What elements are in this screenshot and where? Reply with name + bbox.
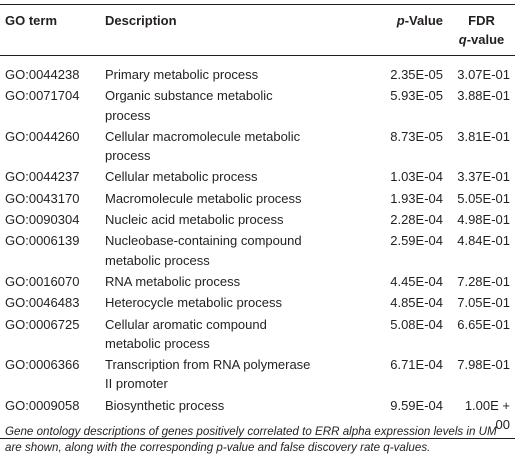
p-value-cell: 2.35E-05 — [390, 67, 443, 82]
go-term-cell: GO:0009058 — [5, 397, 80, 413]
p-value-cell: 8.73E-05 — [390, 128, 443, 144]
table-row: GO:0006725 Cellular aromatic compound meta… — [0, 314, 515, 355]
fdr-cell: 3.37E-01 — [457, 169, 510, 185]
description-cell: Heterocycle metabolic process — [101, 292, 359, 313]
table-row: GO:0071704 Organic substance metabolic pro… — [0, 85, 515, 126]
go-term-cell: GO:0090304 — [5, 212, 80, 228]
p-value-cell: 5.93E-05 — [390, 88, 443, 104]
header-italic: p — [396, 13, 405, 28]
description-line: Cellular aromatic compound — [105, 316, 267, 332]
description-cell: Cellular metabolic process — [101, 166, 359, 187]
header-text: -value — [466, 32, 505, 47]
description-line: Cellular macromolecule metabolic — [105, 128, 301, 144]
table-row: GO:0009058 Biosynthetic process 9.59E-04 1.… — [0, 395, 515, 439]
header-cell: FDR q-value — [449, 5, 515, 56]
description-cell: RNA metabolic process — [101, 271, 359, 292]
p-value-cell: 5.08E-04 — [390, 316, 443, 332]
description-cell: Primary metabolic process — [101, 56, 359, 86]
description-line: RNA metabolic process — [105, 273, 241, 289]
table-row: GO:0046483 Heterocycle metabolic process 4… — [0, 292, 515, 313]
description-line: Biosynthetic process — [105, 397, 225, 413]
table-body: GO:0044238 Primary metabolic process 2.35E… — [0, 56, 515, 439]
p-value-cell: 4.45E-04 — [390, 273, 443, 289]
table-row: GO:0044260 Cellular macromolecule metabol… — [0, 126, 515, 167]
fdr-cell: 3.81E-01 — [457, 128, 510, 144]
table-row: GO:0090304 Nucleic acid metabolic process… — [0, 209, 515, 230]
description-cell: Cellular aromatic compound metabolic proc… — [101, 314, 359, 355]
header-cell: GO term — [5, 13, 58, 28]
description-line: metabolic process — [105, 335, 210, 351]
go-term-cell: GO:0044237 — [5, 169, 80, 185]
go-term-cell: GO:0071704 — [5, 88, 80, 104]
go-term-cell: GO:0044260 — [5, 128, 80, 144]
table-row: GO:0044238 Primary metabolic process 2.35E… — [0, 56, 515, 86]
description-line: metabolic process — [105, 252, 210, 268]
table-row: GO:0044237 Cellular metabolic process 1.03… — [0, 166, 515, 187]
description-cell: Macromolecule metabolic process — [101, 188, 359, 209]
description-cell: Nucleobase-containing compound metabolic … — [101, 230, 359, 271]
go-term-cell: GO:0006366 — [5, 357, 80, 373]
p-value-cell: 9.59E-04 — [390, 397, 443, 413]
header-cell: Description — [105, 13, 177, 28]
fdr-cell: 4.84E-01 — [457, 233, 510, 249]
p-value-cell: 4.85E-04 — [390, 295, 443, 311]
fdr-cell: 5.05E-01 — [457, 190, 510, 206]
table-row: GO:0016070 RNA metabolic process 4.45E-04 7… — [0, 271, 515, 292]
header-text: -Value — [404, 13, 443, 28]
description-cell: Transcription from RNA polymerase II prom… — [101, 354, 359, 395]
description-cell: Organic substance metabolic process — [101, 85, 359, 126]
fdr-cell: 3.07E-01 — [457, 67, 510, 82]
description-line: Heterocycle metabolic process — [105, 295, 283, 311]
fdr-cell: 4.98E-01 — [457, 212, 510, 228]
p-value-cell: 6.71E-04 — [390, 357, 443, 373]
table-row: GO:0006139 Nucleobase-containing compound… — [0, 230, 515, 271]
fdr-cell: 7.28E-01 — [457, 273, 510, 289]
go-table: GO term Description p-Value FDR q-value G… — [0, 4, 515, 439]
header-italic: q — [458, 32, 467, 47]
fdr-cell: 3.88E-01 — [457, 88, 510, 104]
go-term-cell: GO:0043170 — [5, 190, 80, 206]
header-row: GO term Description p-Value FDR q-value — [0, 4, 515, 56]
description-line: process — [105, 148, 151, 164]
description-line: Transcription from RNA polymerase — [105, 357, 311, 373]
fdr-cell: 7.05E-01 — [457, 295, 510, 311]
description-line: process — [105, 107, 151, 123]
description-line: II promoter — [105, 376, 168, 392]
p-value-cell: 1.93E-04 — [390, 190, 443, 206]
table-row: GO:0006366 Transcription from RNA polymer… — [0, 354, 515, 395]
description-cell: Nucleic acid metabolic process — [101, 209, 359, 230]
go-term-cell: GO:0006139 — [5, 233, 80, 249]
description-cell: Biosynthetic process — [101, 395, 359, 439]
p-value-cell: 1.03E-04 — [390, 169, 443, 185]
description-line: Nucleobase-containing compound — [105, 233, 302, 249]
description-line: Nucleic acid metabolic process — [105, 212, 284, 228]
fdr-cell: 7.98E-01 — [457, 357, 510, 373]
go-term-cell: GO:0046483 — [5, 295, 80, 311]
description-line: Macromolecule metabolic process — [105, 190, 302, 206]
p-value-cell: 2.28E-04 — [390, 212, 443, 228]
description-line: Cellular metabolic process — [105, 169, 258, 185]
header-text: FDR — [468, 13, 495, 28]
table-header: GO term Description p-Value FDR q-value — [0, 4, 515, 56]
description-cell: Cellular macromolecule metabolic process — [101, 126, 359, 167]
go-term-cell: GO:0006725 — [5, 316, 80, 332]
table-row: GO:0043170 Macromolecule metabolic proces… — [0, 188, 515, 209]
go-term-cell: GO:0044238 — [5, 67, 80, 82]
p-value-cell: 2.59E-04 — [390, 233, 443, 249]
fdr-cell: 6.65E-01 — [457, 316, 510, 332]
footnote: Gene ontology descriptions of genes posi… — [5, 425, 497, 454]
fdr-cell: 1.00E + 00 — [464, 397, 510, 433]
header-cell: p-Value — [359, 5, 449, 56]
description-line: Organic substance metabolic — [105, 88, 273, 104]
description-line: Primary metabolic process — [105, 67, 259, 82]
go-term-cell: GO:0016070 — [5, 273, 80, 289]
